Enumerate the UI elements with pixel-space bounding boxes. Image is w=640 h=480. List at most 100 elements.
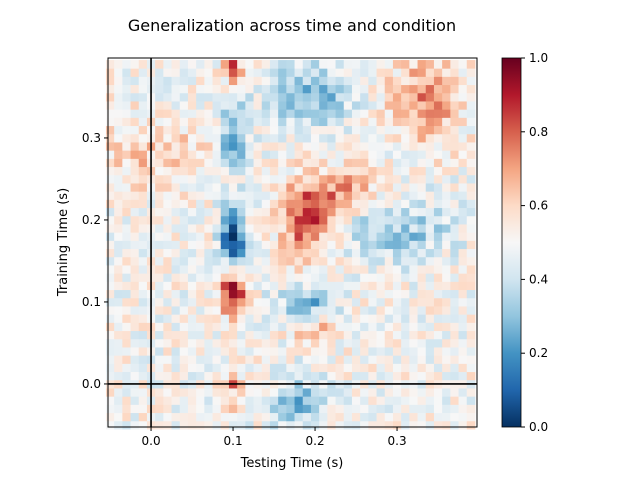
heatmap-cell [245,125,254,135]
heatmap-cell [196,281,205,291]
heatmap-cell [261,330,271,340]
heatmap-cell [122,142,131,151]
heatmap-cell [269,297,279,307]
heatmap-cell [237,199,246,209]
heatmap-cell [105,224,115,233]
heatmap-cell [425,281,435,291]
heatmap-cell [212,133,222,143]
heatmap-cell [220,388,230,397]
heatmap-cell [269,232,279,241]
heatmap-cell [253,84,263,94]
heatmap-cell [294,265,304,274]
heatmap-cell [130,84,140,94]
heatmap-cell [261,199,271,209]
heatmap-cell [294,273,304,282]
heatmap-cell [466,109,476,118]
heatmap-cell [302,191,312,200]
heatmap-cell [310,158,320,168]
heatmap-cell [376,371,386,381]
heatmap-cell [319,363,328,373]
heatmap-cell [368,191,377,200]
heatmap-cell [343,281,353,291]
heatmap-cell [204,347,213,356]
heatmap-cell [261,420,271,430]
heatmap-cell [433,256,443,266]
heatmap-cell [187,76,197,86]
heatmap-cell [351,109,361,118]
heatmap-cell [245,117,254,127]
heatmap-cell [466,166,476,176]
heatmap-cell [179,232,189,241]
heatmap-cell [138,224,148,233]
heatmap-cell [319,273,328,282]
heatmap-cell [360,371,369,381]
heatmap-cell [417,273,427,282]
heatmap-cell [269,76,279,86]
heatmap-cell [425,232,435,241]
heatmap-cell [302,183,312,192]
heatmap-cell [237,117,246,127]
heatmap-cell [368,363,377,373]
heatmap-cell [187,314,197,323]
heatmap-cell [253,371,263,381]
heatmap-cell [269,224,279,233]
heatmap-cell [401,109,410,118]
heatmap-cell [384,322,394,332]
heatmap-cell [171,76,181,86]
heatmap-cell [278,322,287,332]
heatmap-cell [327,297,336,307]
heatmap-cell [351,355,361,364]
heatmap-cell [220,117,230,127]
heatmap-cell [122,101,131,110]
heatmap-cell [433,404,443,414]
heatmap-cell [269,84,279,94]
heatmap-cell [278,92,287,102]
heatmap-cell [310,388,320,397]
heatmap-cell [384,355,394,364]
heatmap-cell [196,60,205,69]
heatmap-cell [253,76,263,86]
heatmap-cell [122,396,131,405]
heatmap-cell [220,215,230,225]
heatmap-cell [327,92,336,102]
heatmap-cell [310,420,320,430]
heatmap-cell [253,174,263,184]
heatmap-cell [105,207,115,217]
heatmap-cell [409,265,418,274]
heatmap-cell [442,281,451,291]
heatmap-cell [114,60,123,69]
heatmap-cell [310,207,320,217]
heatmap-cell [220,404,230,414]
heatmap-cell [294,207,304,217]
heatmap-cell [351,207,361,217]
heatmap-cell [278,166,287,176]
heatmap-cell [327,420,336,430]
heatmap-cell [425,248,435,258]
heatmap-cell [261,215,271,225]
heatmap-cell [105,183,115,192]
heatmap-cell [138,420,148,430]
heatmap-cell [130,166,140,176]
heatmap-cell [351,404,361,414]
heatmap-cell [261,265,271,274]
heatmap-cell [114,68,123,77]
heatmap-cell [220,314,230,323]
heatmap-cell [171,420,181,430]
heatmap-cell [220,248,230,258]
heatmap-cell [122,84,131,94]
heatmap-cell [220,347,230,356]
heatmap-cell [450,338,459,348]
heatmap-cell [171,347,181,356]
heatmap-cell [163,84,172,94]
heatmap-cell [204,142,213,151]
heatmap-cell [269,60,279,69]
heatmap-cell [310,330,320,340]
heatmap-cell [122,125,131,135]
heatmap-cell [351,265,361,274]
heatmap-cell [138,207,148,217]
heatmap-cell [237,84,246,94]
heatmap-cell [163,150,172,159]
heatmap-cell [245,297,254,307]
heatmap-cell [343,166,353,176]
heatmap-cell [237,388,246,397]
